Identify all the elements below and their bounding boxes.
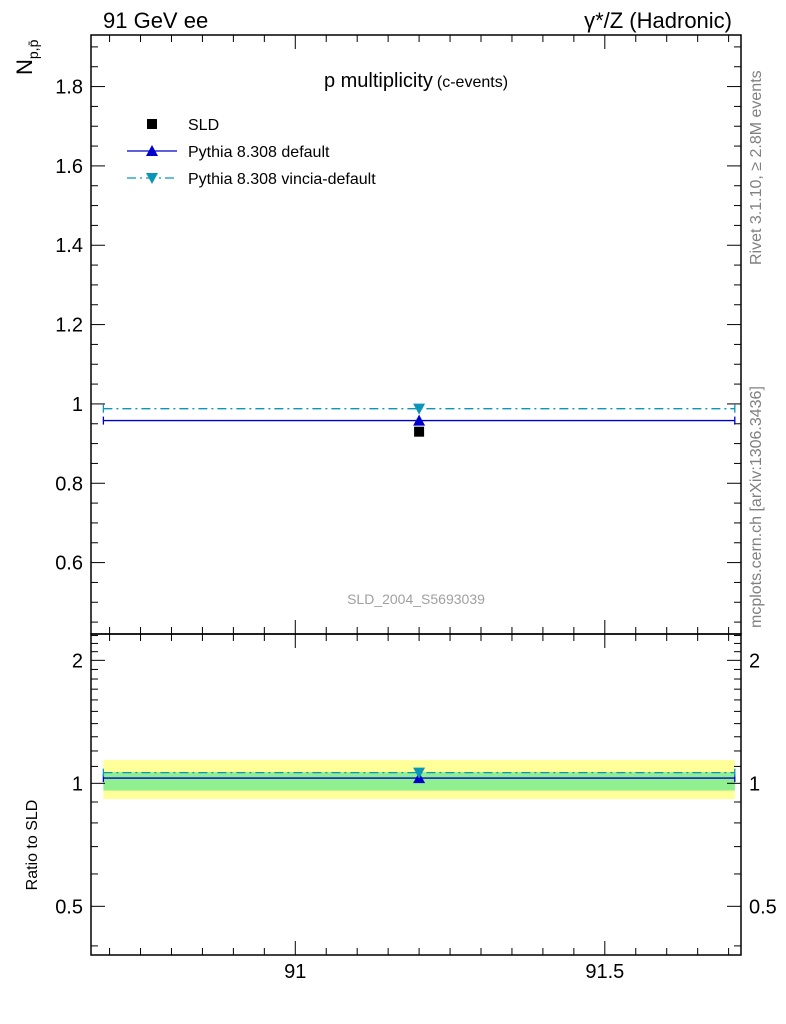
main-ytick-label: 1: [72, 394, 83, 416]
main-title-text: p multiplicity: [324, 70, 433, 92]
ratio-ylabel: Ratio to SLD: [24, 800, 41, 891]
main-ylabel-text: N: [12, 59, 37, 75]
ratio-panel: Ratio to SLD 0.5 0.5 1 1 2 2 91 91.5: [24, 633, 777, 983]
main-title: p multiplicity (c-events): [324, 70, 508, 92]
ratio-ytick-label-left: 2: [72, 650, 83, 672]
ratio-ytick-label-left: 0.5: [55, 896, 83, 918]
legend-item: Pythia 8.308 default: [127, 144, 330, 161]
legend-item: Pythia 8.308 vincia-default: [127, 171, 376, 188]
ratio-xtick-label: 91: [284, 961, 306, 983]
legend-marker: [146, 173, 158, 184]
main-ytick-label: 0.6: [55, 553, 83, 575]
legend: SLD Pythia 8.308 default Pythia 8.308 vinc…: [127, 117, 376, 188]
main-x-axis-ticks: [109, 35, 730, 634]
main-data-point: [413, 414, 426, 426]
main-ytick-label: 1.8: [55, 77, 83, 99]
main-data-point: [413, 403, 426, 415]
main-series-2: [102, 403, 736, 415]
legend-marker: [146, 145, 158, 156]
ratio-ytick-label-right: 2: [749, 650, 760, 672]
main-data-point: [414, 426, 425, 437]
main-ytick-label: 1.6: [55, 156, 83, 178]
ratio-ytick-label-right: 0.5: [749, 896, 777, 918]
legend-label: Pythia 8.308 vincia-default: [188, 171, 376, 188]
main-ylabel: Np,p̄: [12, 39, 41, 75]
ratio-ytick-label-left: 1: [72, 773, 83, 795]
main-title-suffix: (c-events): [437, 74, 508, 91]
legend-label: Pythia 8.308 default: [188, 144, 330, 161]
ratio-y-axis: 0.5 0.5 1 1 2 2: [55, 635, 777, 947]
main-ytick-label: 1.2: [55, 315, 83, 337]
main-ytick-label: 1.4: [55, 235, 83, 257]
ratio-x-axis: 91 91.5: [109, 634, 730, 983]
ratio-series-1: [102, 767, 736, 779]
main-series-1: [102, 414, 736, 426]
header-left: 91 GeV ee: [103, 8, 208, 33]
main-y-axis: 0.6 0.8 1 1.2 1.4 1.6 1.8: [55, 46, 741, 623]
main-series-0: [414, 426, 425, 437]
header-right: γ*/Z (Hadronic): [584, 8, 732, 33]
main-series: [102, 403, 736, 437]
rivet-label: Rivet 3.1.10, ≥ 2.8M events: [748, 70, 765, 265]
legend-label: SLD: [188, 117, 219, 134]
ratio-frame: [90, 633, 742, 956]
ratio-ytick-label-right: 1: [749, 773, 760, 795]
ratio-data-point: [413, 767, 426, 779]
mcplots-label: mcplots.cern.ch [arXiv:1306.3436]: [748, 386, 765, 628]
ratio-xtick-label: 91.5: [585, 961, 624, 983]
legend-item: SLD: [147, 117, 219, 134]
main-panel: p multiplicity (c-events) SLD_2004_S56930…: [12, 34, 742, 635]
main-watermark: SLD_2004_S5693039: [347, 591, 485, 607]
legend-marker: [147, 119, 157, 129]
main-ytick-label: 0.8: [55, 473, 83, 495]
main-ylabel-sub: p,p̄: [25, 39, 41, 59]
ratio-series: [102, 767, 736, 784]
